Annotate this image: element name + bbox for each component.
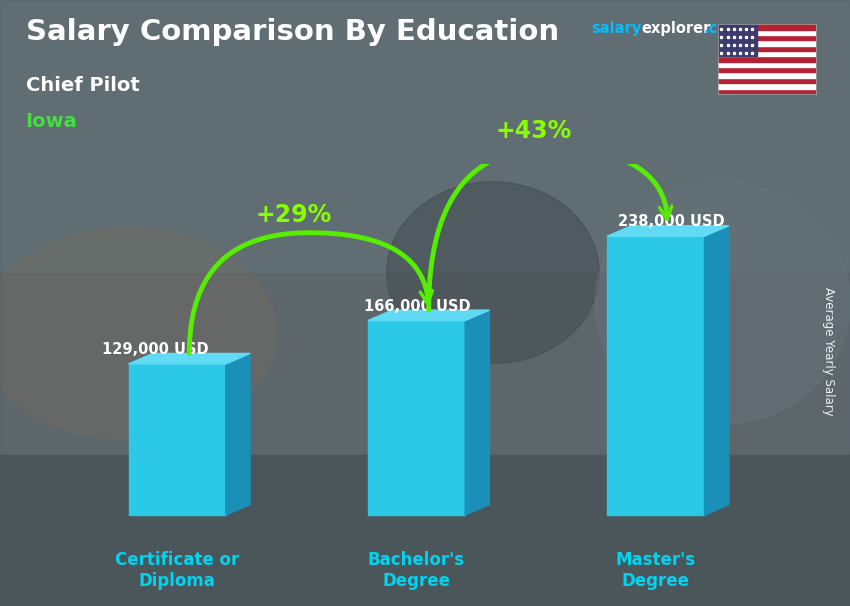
Text: Certificate or
Diploma: Certificate or Diploma: [115, 551, 239, 590]
Bar: [718, 83, 816, 88]
Text: salary: salary: [591, 21, 641, 36]
Bar: [718, 51, 816, 56]
Text: Chief Pilot: Chief Pilot: [26, 76, 139, 95]
Bar: [718, 24, 816, 30]
Bar: [718, 30, 816, 35]
Ellipse shape: [387, 182, 599, 364]
Text: Master's
Degree: Master's Degree: [615, 551, 696, 590]
Bar: [718, 78, 816, 83]
Bar: [0, 454, 850, 606]
Text: .com: .com: [704, 21, 743, 36]
Text: explorer: explorer: [642, 21, 711, 36]
Text: Iowa: Iowa: [26, 112, 77, 131]
Text: 129,000 USD: 129,000 USD: [102, 342, 209, 357]
Bar: [718, 73, 816, 78]
Bar: [128, 364, 226, 515]
Polygon shape: [128, 353, 250, 364]
Text: Salary Comparison By Education: Salary Comparison By Education: [26, 18, 558, 46]
Bar: [718, 35, 816, 41]
Bar: [718, 62, 816, 67]
Polygon shape: [607, 225, 728, 236]
Bar: [718, 41, 816, 45]
Text: 166,000 USD: 166,000 USD: [364, 299, 471, 313]
Bar: [718, 67, 816, 73]
Ellipse shape: [0, 227, 276, 439]
Polygon shape: [368, 310, 490, 321]
Bar: [0, 0, 850, 273]
Bar: [718, 45, 816, 51]
Text: Bachelor's
Degree: Bachelor's Degree: [368, 551, 465, 590]
Polygon shape: [465, 310, 490, 515]
Text: Average Yearly Salary: Average Yearly Salary: [822, 287, 836, 416]
Bar: [0, 273, 850, 454]
Bar: [718, 88, 816, 94]
Bar: [607, 236, 705, 515]
Text: 238,000 USD: 238,000 USD: [619, 215, 725, 229]
Bar: [368, 321, 465, 515]
Polygon shape: [226, 353, 250, 515]
Text: +43%: +43%: [496, 119, 571, 143]
Polygon shape: [705, 225, 728, 515]
Bar: [718, 56, 816, 62]
Text: +29%: +29%: [256, 204, 332, 227]
Bar: [718, 24, 757, 56]
Ellipse shape: [595, 182, 850, 424]
